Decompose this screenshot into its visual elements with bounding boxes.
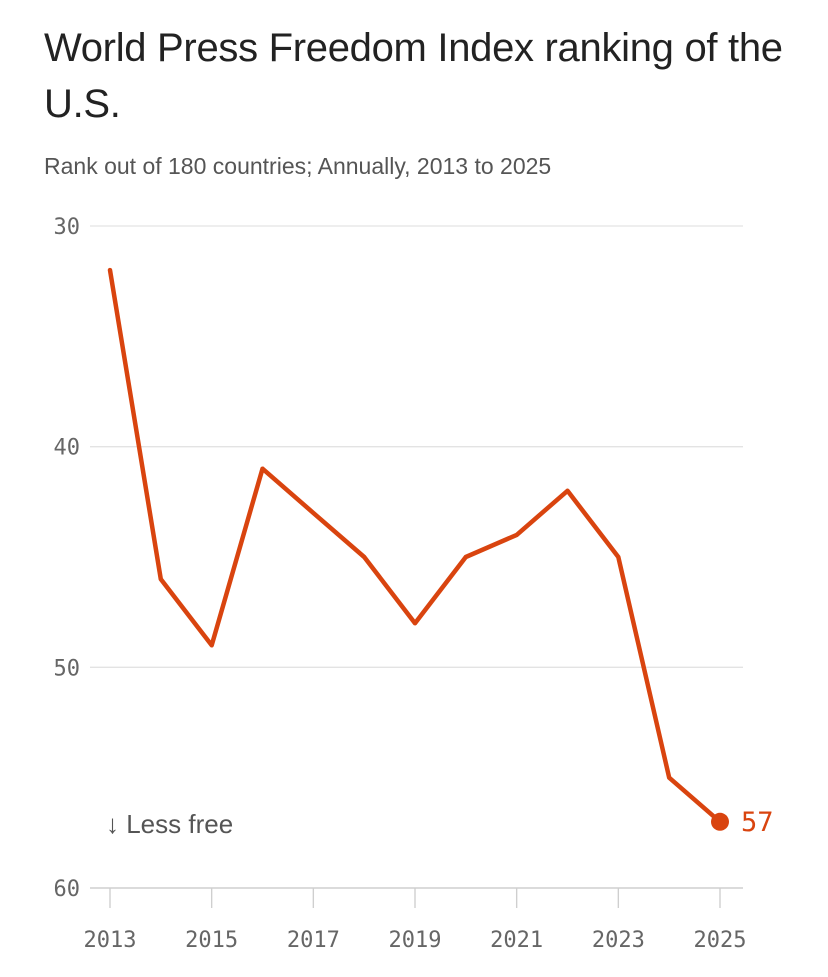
chart-subtitle: Rank out of 180 countries; Annually, 201… [44,153,552,179]
x-tick-label: 2021 [490,928,543,953]
y-tick-label: 60 [54,877,81,902]
y-tick-label: 30 [54,215,81,240]
x-tick-label: 2017 [287,928,340,953]
series-line [107,267,723,825]
x-tick-label: 2019 [389,928,442,953]
less-free-annotation: ↓ Less free [106,809,233,839]
end-point [711,812,729,831]
end-value-label: 57 [741,807,774,838]
x-tick-label: 2025 [694,928,747,953]
y-tick-label: 50 [54,656,81,681]
x-tick-label: 2013 [84,928,137,953]
y-tick-label: 40 [54,436,81,461]
x-tick-label: 2023 [592,928,645,953]
x-tick-label: 2015 [185,928,238,953]
chart-title: World Press Freedom Index ranking of the… [44,26,783,126]
